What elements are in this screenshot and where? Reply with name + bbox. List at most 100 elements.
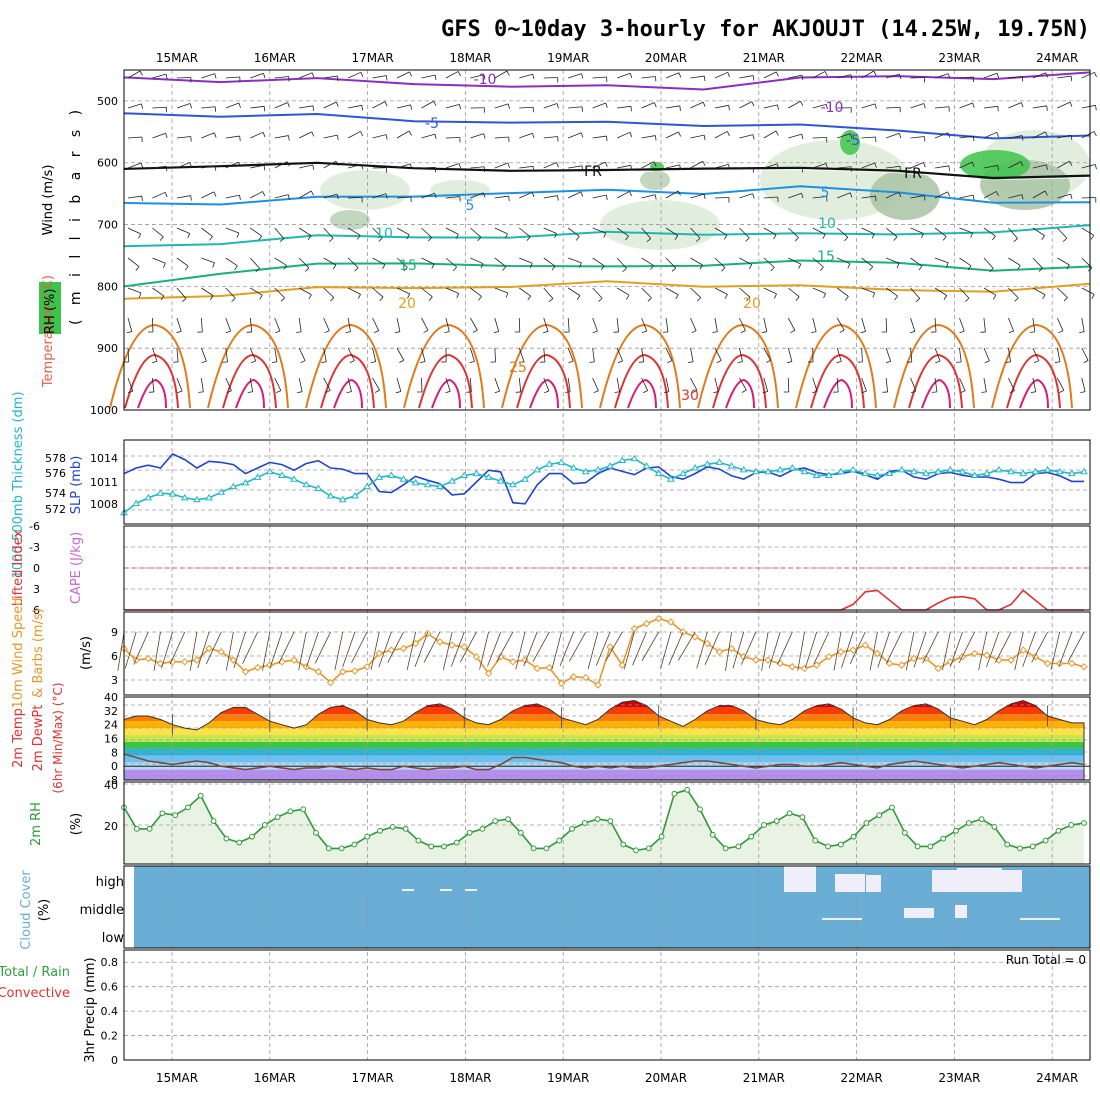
wind-barb-flag xyxy=(528,296,531,300)
wind-barb-flag xyxy=(313,106,314,111)
wind-barb-flag xyxy=(140,71,142,75)
wind10m-line xyxy=(124,619,1084,685)
wind-barb xyxy=(593,103,606,108)
isotherm-5 xyxy=(124,186,1090,204)
surface-wind-barb xyxy=(243,632,258,664)
surface-wind-barb xyxy=(1059,632,1072,667)
isotherm-label: 5 xyxy=(821,185,830,201)
rh2m-line-point xyxy=(723,846,728,851)
rh-tick-label: 20 xyxy=(104,820,118,833)
wind-barb-flag xyxy=(163,263,165,268)
surface-wind-barb xyxy=(315,632,330,663)
wind-barb-flag xyxy=(333,265,336,269)
wind-barb xyxy=(788,288,799,297)
cape-tick-label: 3 xyxy=(33,583,40,596)
wind-barb xyxy=(201,107,215,108)
wind-barb xyxy=(250,228,261,236)
wind-barb-flag xyxy=(1071,194,1072,199)
wind-barb-flag xyxy=(851,75,852,80)
wind-barb xyxy=(666,318,668,332)
wind10m-line-point xyxy=(984,652,990,658)
wind-barb xyxy=(1082,348,1088,360)
wind-barb xyxy=(715,378,718,392)
wind-barb xyxy=(764,105,778,108)
thickness-line-point xyxy=(267,469,273,474)
wind-barb-flag xyxy=(214,133,216,138)
wind-barb xyxy=(690,258,702,265)
wind-barb xyxy=(299,106,313,108)
rh2m-line-point xyxy=(928,844,933,849)
cloud-tick-label: high xyxy=(96,875,124,890)
wind-barb-flag xyxy=(886,361,891,362)
isotherm-25-loop xyxy=(698,325,778,408)
wind-barb-flag xyxy=(1095,164,1096,169)
wind-barb xyxy=(1033,106,1047,108)
wind-barb-flag xyxy=(777,105,778,110)
temp-tick-label: 0 xyxy=(111,760,118,773)
wind-barb xyxy=(519,166,533,168)
cape-tick-label: 0 xyxy=(33,562,40,575)
wind-barb-flag xyxy=(263,73,265,78)
wind-barb xyxy=(690,288,700,298)
wind-barb-flag xyxy=(679,73,681,78)
wind-barb xyxy=(642,195,656,198)
wind-barb-flag xyxy=(1095,72,1097,77)
wind-barb xyxy=(348,72,361,78)
wind-barb-flag xyxy=(704,76,705,81)
wind-barb xyxy=(568,166,582,168)
wind-barb-flag xyxy=(664,392,669,393)
rh2m-line-point xyxy=(339,846,344,851)
wind-barb xyxy=(201,288,213,296)
isotherm-25-loop xyxy=(208,325,288,408)
rh2m-line-point xyxy=(877,813,882,818)
wind-barb xyxy=(1057,348,1060,362)
surface-wind-barb xyxy=(443,632,452,670)
wind-barb xyxy=(324,318,330,331)
wind-barb xyxy=(1008,318,1013,331)
wind-barb-flag xyxy=(752,102,754,107)
wind-barb-flag xyxy=(981,392,986,393)
wind-barb xyxy=(1033,258,1043,268)
wind-barb xyxy=(446,104,460,108)
surface-wind-barb xyxy=(306,632,318,667)
slp-tick-label: 1011 xyxy=(90,476,118,489)
wind-barb-flag xyxy=(557,163,559,168)
wind-barb-flag xyxy=(435,75,436,80)
wind-barb-flag xyxy=(297,392,302,393)
rh2m-line-point xyxy=(838,842,843,847)
wind-barb-flag xyxy=(655,136,656,141)
surface-wind-barb xyxy=(798,632,805,671)
wind-barb-flag xyxy=(240,136,241,141)
rh-shading xyxy=(640,170,670,190)
wind-barb-flag xyxy=(263,191,265,195)
wind-barb-flag xyxy=(240,195,241,200)
wind-barb-flag xyxy=(311,191,313,195)
thickness-line-point xyxy=(996,467,1002,472)
temperature-band xyxy=(124,742,1090,749)
wind-barb xyxy=(617,191,629,198)
isotherm-label: -5 xyxy=(846,133,860,149)
wind10m-line-point xyxy=(631,626,637,632)
wind-barb xyxy=(421,318,428,330)
wind-barb xyxy=(935,258,948,263)
wind-barb xyxy=(544,137,558,138)
wind-barb-flag xyxy=(944,296,947,300)
wind-barb-flag xyxy=(386,76,387,81)
date-label-bottom: 24MAR xyxy=(1036,1071,1078,1085)
wind-barb-flag xyxy=(309,295,312,299)
rh2m-line-point xyxy=(365,834,370,839)
wind-barb-flag xyxy=(346,332,351,333)
wind-barb-flag xyxy=(870,267,873,271)
surface-wind-barb xyxy=(234,632,246,668)
rh2m-line-point xyxy=(326,846,331,851)
wind-barb-flag xyxy=(1034,361,1039,363)
wind-barb-flag xyxy=(165,192,167,197)
precip-tick-label: 0.2 xyxy=(101,1030,119,1043)
rh2m-line-point xyxy=(800,815,805,820)
rh2m-line-point xyxy=(211,819,216,824)
wind-barb xyxy=(1008,258,1020,265)
rh2m-line-point xyxy=(198,793,203,798)
wind-barb-flag xyxy=(445,391,450,392)
wind-barb-flag xyxy=(313,165,314,170)
